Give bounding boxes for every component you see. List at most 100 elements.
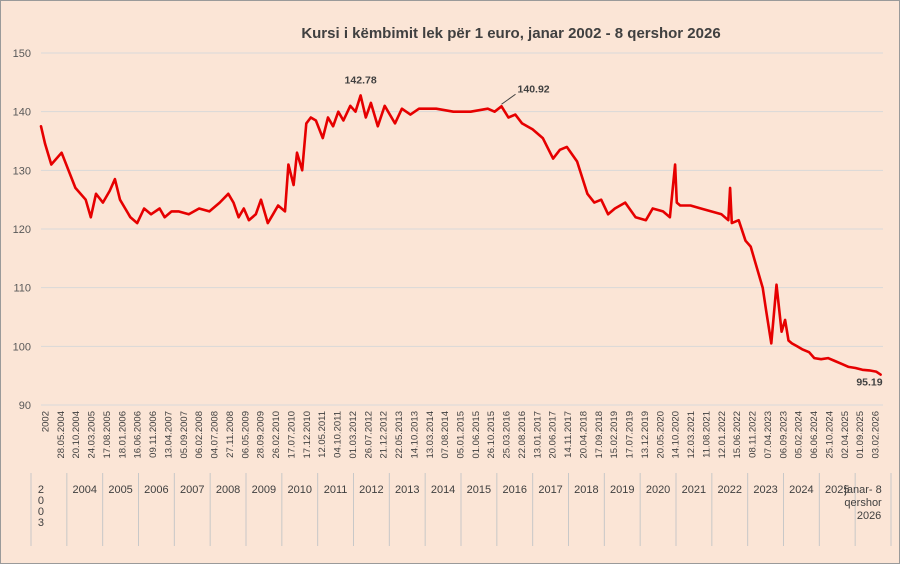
x-tick-label: 17.12.2010 bbox=[302, 411, 313, 459]
x-tick-label: 04.07.2008 bbox=[210, 411, 221, 459]
year-label: 2008 bbox=[216, 484, 240, 496]
x-tick-label: 07.04.2023 bbox=[763, 411, 774, 459]
year-label: 2009 bbox=[252, 484, 276, 496]
x-tick-label: 15.06.2022 bbox=[732, 411, 743, 459]
year-label: 2013 bbox=[395, 484, 419, 496]
x-tick-label: 25.03.2016 bbox=[502, 411, 513, 459]
year-label: 2 bbox=[38, 484, 44, 496]
x-tick-label: 2002 bbox=[41, 411, 52, 432]
x-tick-label: 12.05.2011 bbox=[317, 411, 328, 458]
x-tick-label: 01.06.2015 bbox=[471, 411, 482, 459]
x-tick-label: 01.09.2025 bbox=[855, 411, 866, 459]
x-tick-label: 12.01.2022 bbox=[717, 411, 728, 459]
x-tick-label: 06.09.2023 bbox=[778, 411, 789, 459]
x-tick-label: 05.02.2024 bbox=[794, 411, 805, 459]
series-line bbox=[39, 94, 882, 376]
x-tick-label: 03.02.2026 bbox=[871, 411, 882, 459]
x-tick-label: 06.06.2024 bbox=[809, 411, 820, 459]
year-label: 2015 bbox=[467, 484, 491, 496]
x-tick-label: 13.01.2017 bbox=[532, 411, 543, 459]
y-tick-label: 90 bbox=[19, 400, 31, 412]
x-tick-label: 09.11.2006 bbox=[148, 411, 159, 458]
x-tick-label: 28.09.2009 bbox=[256, 411, 267, 459]
gridlines bbox=[41, 52, 883, 406]
x-tick-label: 26.02.2010 bbox=[271, 411, 282, 459]
x-tick-label: 21.12.2012 bbox=[379, 411, 390, 459]
x-tick-label: 28.05.2004 bbox=[56, 411, 67, 459]
y-tick-label: 110 bbox=[13, 283, 31, 295]
x-tick-label: 27.11.2008 bbox=[225, 411, 236, 458]
x-tick-label: 06.05.2009 bbox=[240, 411, 251, 459]
year-label: 2007 bbox=[180, 484, 204, 496]
year-label: 2016 bbox=[503, 484, 527, 496]
x-tick-label: 20.10.2004 bbox=[71, 411, 82, 459]
year-label: 2014 bbox=[431, 484, 455, 496]
x-tick-label: 12.03.2021 bbox=[686, 411, 697, 459]
year-label: 0 bbox=[38, 495, 44, 507]
year-label: 2011 bbox=[324, 484, 348, 496]
x-tick-label: 15.02.2019 bbox=[609, 411, 620, 459]
x-tick-label: 22.08.2016 bbox=[517, 411, 528, 459]
x-tick-label: 25.10.2024 bbox=[824, 411, 835, 459]
x-tick-label: 20.06.2017 bbox=[548, 411, 559, 459]
year-label: janar- 8 bbox=[843, 484, 881, 496]
chart-title: Kursi i këmbimit lek për 1 euro, janar 2… bbox=[301, 25, 720, 42]
year-label: 2024 bbox=[789, 484, 813, 496]
x-tick-label: 07.08.2014 bbox=[440, 411, 451, 459]
year-label: 2023 bbox=[753, 484, 777, 496]
year-label: 2022 bbox=[718, 484, 742, 496]
x-tick-label: 01.03.2012 bbox=[348, 411, 359, 459]
x-tick-label: 24.03.2005 bbox=[87, 411, 98, 459]
x-tick-label: 17.07.2010 bbox=[286, 411, 297, 459]
year-label: 2004 bbox=[73, 484, 97, 496]
year-label: qershor bbox=[844, 497, 882, 509]
x-tick-label: 20.04.2018 bbox=[578, 411, 589, 459]
year-label: 2005 bbox=[108, 484, 132, 496]
year-label: 2019 bbox=[610, 484, 634, 496]
y-tick-label: 120 bbox=[13, 224, 31, 236]
x-tick-label: 14.10.2020 bbox=[671, 411, 682, 459]
x-tick-label: 04.10.2011 bbox=[333, 411, 344, 458]
x-tick-label: 05.09.2007 bbox=[179, 411, 190, 459]
annotation-label: 142.78 bbox=[345, 74, 377, 86]
x-axis-ticks: 2002 28.05.2004 20.10.2004 24.03.2005 17.08.… bbox=[41, 411, 882, 459]
y-axis-ticks: 90 100 110 120 130 140 150 bbox=[13, 48, 31, 412]
year-label: 2010 bbox=[288, 484, 312, 496]
year-label: 2026 bbox=[857, 510, 881, 522]
x-tick-label: 13.04.2007 bbox=[163, 411, 174, 459]
annotation-leader bbox=[501, 93, 516, 105]
series-layer bbox=[39, 94, 882, 376]
x-tick-label: 06.02.2008 bbox=[194, 411, 205, 459]
x-tick-label: 14.10.2013 bbox=[409, 411, 420, 459]
year-label: 2021 bbox=[682, 484, 706, 496]
annotations: 142.78 140.92 95.19 bbox=[345, 74, 883, 388]
x-tick-label: 05.01.2015 bbox=[456, 411, 467, 459]
x-tick-label: 02.04.2025 bbox=[840, 411, 851, 459]
x-tick-label: 16.06.2006 bbox=[133, 411, 144, 459]
x-tick-label: 08.11.2022 bbox=[748, 411, 759, 458]
x-tick-label: 22.05.2013 bbox=[394, 411, 405, 459]
y-tick-label: 150 bbox=[13, 48, 31, 60]
year-label: 3 bbox=[38, 517, 44, 529]
x-tick-label: 13.03.2014 bbox=[425, 411, 436, 459]
x-tick-label: 13.12.2019 bbox=[640, 411, 651, 459]
y-tick-label: 130 bbox=[13, 165, 31, 177]
year-label: 2017 bbox=[538, 484, 562, 496]
annotation-label: 95.19 bbox=[856, 377, 882, 389]
x-tick-label: 17.08.2005 bbox=[102, 411, 113, 459]
x-tick-label: 26.07.2012 bbox=[363, 411, 374, 459]
year-label: 0 bbox=[38, 506, 44, 518]
y-tick-label: 100 bbox=[13, 341, 31, 353]
annotation-label: 140.92 bbox=[518, 83, 550, 95]
x-tick-label: 17.07.2019 bbox=[625, 411, 636, 459]
x-tick-label: 18.01.2006 bbox=[117, 411, 128, 459]
x-tick-label: 26.10.2015 bbox=[486, 411, 497, 459]
year-label: 2012 bbox=[359, 484, 383, 496]
year-label: 2018 bbox=[574, 484, 598, 496]
year-label: 2020 bbox=[646, 484, 670, 496]
x-tick-label: 11.08.2021 bbox=[701, 411, 712, 458]
x-tick-label: 20.05.2020 bbox=[655, 411, 666, 459]
year-label: 2025 bbox=[825, 484, 849, 496]
